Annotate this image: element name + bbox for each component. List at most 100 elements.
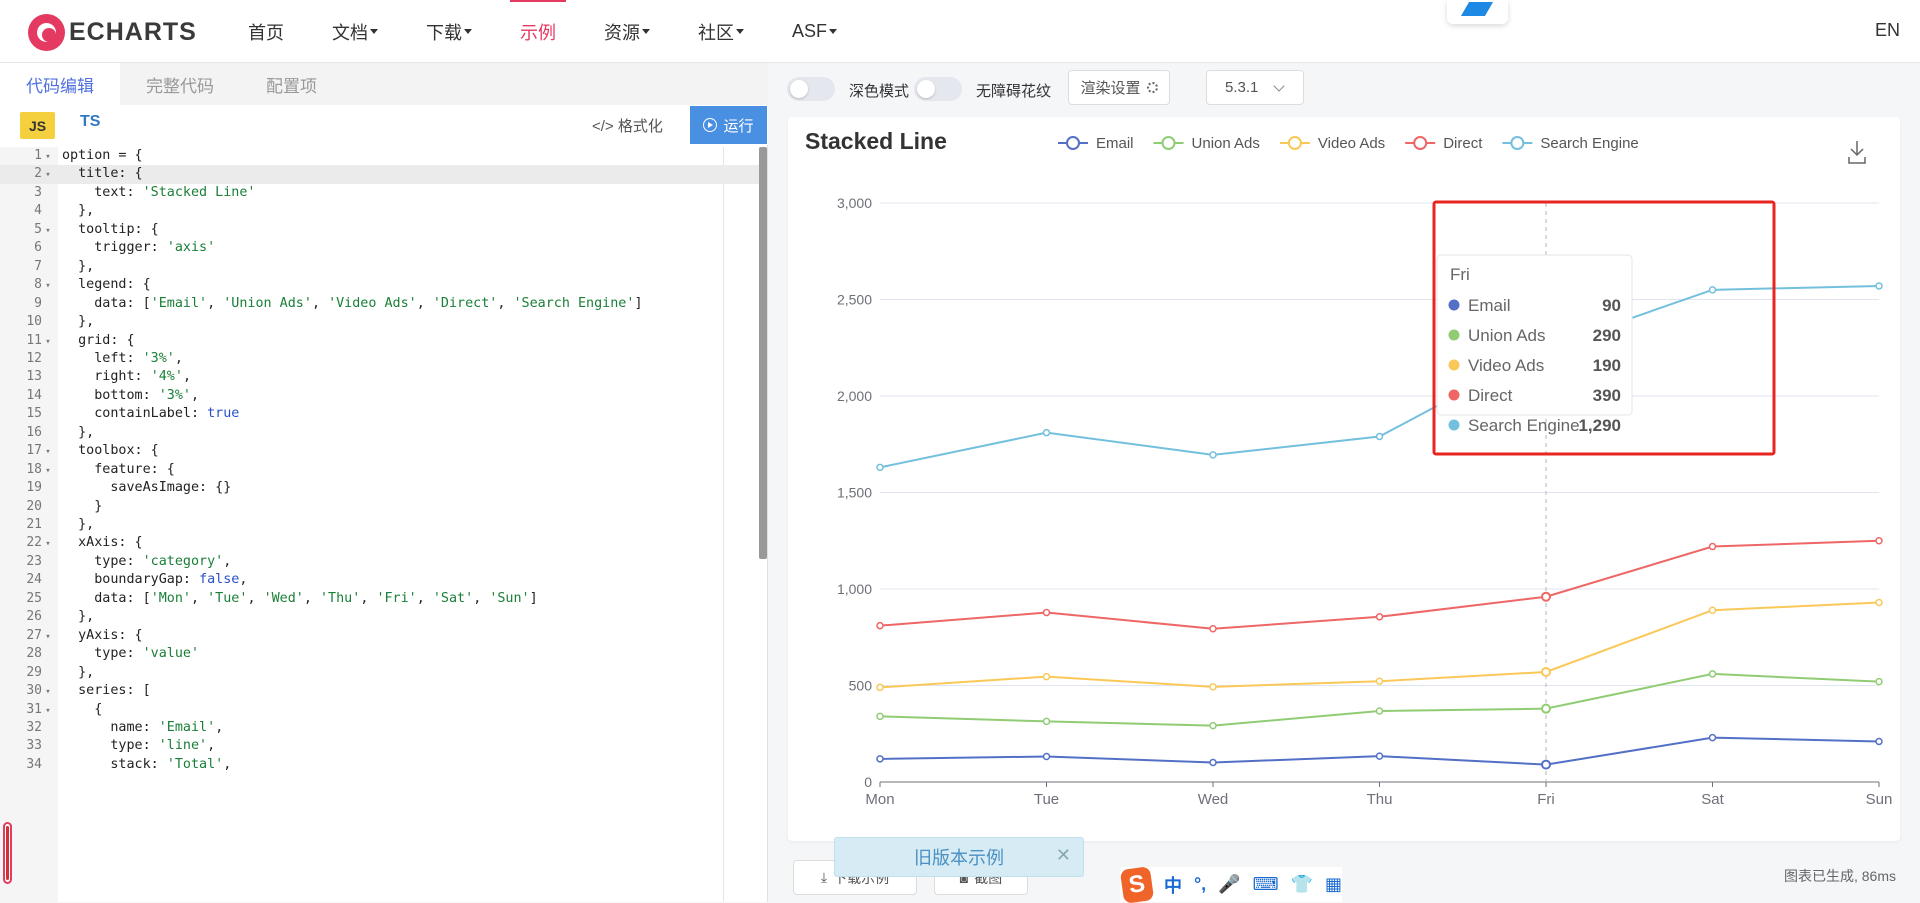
nav-item-0[interactable]: 首页 — [224, 0, 308, 63]
line-number: 27 — [26, 627, 42, 643]
series-point — [1042, 672, 1051, 681]
code-text: trigger: 'axis' — [62, 240, 216, 256]
format-button[interactable]: </> 格式化 — [592, 115, 663, 136]
series-point — [1875, 677, 1883, 686]
run-button[interactable]: 运行 — [690, 106, 767, 144]
fold-arrow-icon[interactable]: ▾ — [45, 539, 51, 550]
render-settings-button[interactable]: 渲染设置 — [1068, 70, 1170, 105]
code-text: data: ['Email', 'Union Ads', 'Video Ads'… — [62, 295, 643, 311]
line-number: 26 — [26, 609, 42, 625]
series-point — [876, 683, 884, 692]
series-point — [1209, 758, 1217, 767]
language-switch[interactable]: EN — [1874, 20, 1900, 40]
series-point — [1541, 759, 1551, 770]
code-text: xAxis: { — [62, 535, 143, 551]
render-status: 图表已生成, 86ms — [1783, 868, 1896, 884]
version-select[interactable]: 5.3.1 — [1206, 70, 1304, 105]
code-editor[interactable]: 1 ▾ option = {2 ▾ title: {3 text: 'Stacked … — [0, 147, 760, 902]
code-line: 5 ▾ tooltip: { — [0, 221, 760, 239]
aria-toggle[interactable] — [914, 77, 962, 101]
code-text: }, — [62, 203, 95, 219]
ime-item-0[interactable]: 中 — [1163, 875, 1182, 896]
series-line — [879, 736, 1880, 766]
lang-js-button[interactable]: JS — [20, 112, 55, 139]
format-label: 格式化 — [617, 118, 663, 135]
editor-scrollbar[interactable] — [759, 147, 767, 559]
camera-icon: ◙ — [959, 869, 969, 886]
code-text: }, — [62, 664, 95, 680]
legend-item: Search Engine — [1540, 135, 1638, 152]
save-as-image-icon[interactable] — [1848, 141, 1866, 164]
legend-marker — [1510, 136, 1525, 150]
code-line: 8 ▾ legend: { — [0, 276, 760, 294]
x-tick-label: Mon — [865, 791, 894, 808]
fold-arrow-icon[interactable]: ▾ — [45, 170, 51, 181]
nav-item-6[interactable]: ASF — [768, 0, 861, 63]
ime-toolbar: S 中 °, 🎤 ⌨ 👕 ▦ — [1119, 865, 1342, 903]
editor-tab-2[interactable]: 配置项 — [266, 76, 317, 96]
line-number: 33 — [26, 738, 42, 754]
code-text: name: 'Email', — [62, 719, 224, 735]
sogou-ime-icon[interactable]: S — [1119, 865, 1155, 903]
line-number: 6 — [34, 240, 42, 256]
fold-arrow-icon[interactable]: ▾ — [45, 465, 51, 476]
code-text: yAxis: { — [62, 627, 143, 643]
ime-item-5[interactable]: ▦ — [1324, 874, 1342, 894]
stacked-line-chart[interactable]: Stacked Line Email Union Ads Video Ads Direc… — [788, 117, 1900, 841]
series-point — [876, 463, 884, 472]
legend-marker — [1066, 136, 1080, 150]
nav-item-label: 社区 — [698, 22, 734, 43]
fold-arrow-icon[interactable]: ▾ — [45, 225, 51, 236]
fold-arrow-icon[interactable]: ▾ — [45, 631, 51, 642]
code-text: series: [ — [62, 683, 151, 699]
code-icon: </> — [592, 118, 618, 135]
echarts-logo[interactable]: ECHARTS — [28, 12, 197, 52]
nav-item-label: 文档 — [332, 22, 368, 43]
fold-arrow-icon[interactable]: ▾ — [45, 152, 51, 162]
old-example-banner[interactable]: 旧版本示例 ✕ — [834, 837, 1084, 877]
version-value: 5.3.1 — [1225, 79, 1259, 96]
line-number: 21 — [26, 517, 42, 532]
ime-item-2[interactable]: 🎤 — [1218, 874, 1241, 894]
tooltip-series-name: Video Ads — [1468, 356, 1544, 375]
series-point — [1875, 282, 1883, 290]
nav-item-4[interactable]: 资源 — [580, 0, 674, 63]
nav-item-3[interactable]: 示例 — [496, 0, 580, 63]
ime-item-4[interactable]: 👕 — [1290, 874, 1313, 894]
tooltip-marker — [1448, 389, 1460, 401]
line-number: 16 — [26, 424, 42, 440]
render-settings-label: 渲染设置 — [1080, 80, 1141, 97]
nav-item-1[interactable]: 文档 — [308, 0, 402, 63]
chart-card: Stacked Line Email Union Ads Video Ads Direc… — [788, 117, 1900, 841]
code-line: 25 data: ['Mon', 'Tue', 'Wed', 'Thu', 'F… — [0, 590, 760, 608]
nav-item-2[interactable]: 下载 — [402, 0, 496, 63]
dark-mode-toggle[interactable] — [787, 77, 835, 101]
code-line: 9 data: ['Email', 'Union Ads', 'Video Ad… — [0, 295, 760, 313]
code-line: 20 } — [0, 498, 760, 516]
nav-item-5[interactable]: 社区 — [674, 0, 768, 63]
code-line: 18 ▾ feature: { — [0, 461, 760, 479]
editor-tab-0[interactable]: 代码编辑 — [0, 63, 120, 105]
code-line: 34 stack: 'Total', — [0, 756, 760, 774]
x-tick-label: Tue — [1034, 791, 1059, 808]
tooltip-value: 90 — [1602, 296, 1621, 315]
fold-arrow-icon[interactable]: ▾ — [45, 336, 51, 347]
series-point — [1209, 683, 1217, 691]
ime-item-1[interactable]: °, — [1193, 874, 1207, 894]
fold-arrow-icon[interactable]: ▾ — [45, 705, 51, 716]
y-tick-label: 3,000 — [837, 195, 872, 211]
x-tick-label: Sun — [1866, 791, 1893, 808]
fold-arrow-icon[interactable]: ▾ — [45, 281, 51, 292]
floating-badge-icon[interactable] — [1447, 0, 1508, 24]
fold-arrow-icon[interactable]: ▾ — [45, 447, 51, 458]
editor-tab-1[interactable]: 完整代码 — [146, 76, 214, 96]
close-icon[interactable]: ✕ — [1055, 845, 1071, 865]
caret-down-icon — [464, 29, 472, 34]
lang-ts-button[interactable]: TS — [80, 113, 101, 130]
fold-arrow-icon[interactable]: ▾ — [45, 687, 51, 698]
ime-item-3[interactable]: ⌨ — [1252, 874, 1279, 894]
code-line: 12 left: '3%', — [0, 350, 760, 368]
code-text: }, — [62, 314, 95, 330]
scroll-indicator[interactable] — [3, 822, 12, 884]
code-line: 32 name: 'Email', — [0, 719, 760, 737]
